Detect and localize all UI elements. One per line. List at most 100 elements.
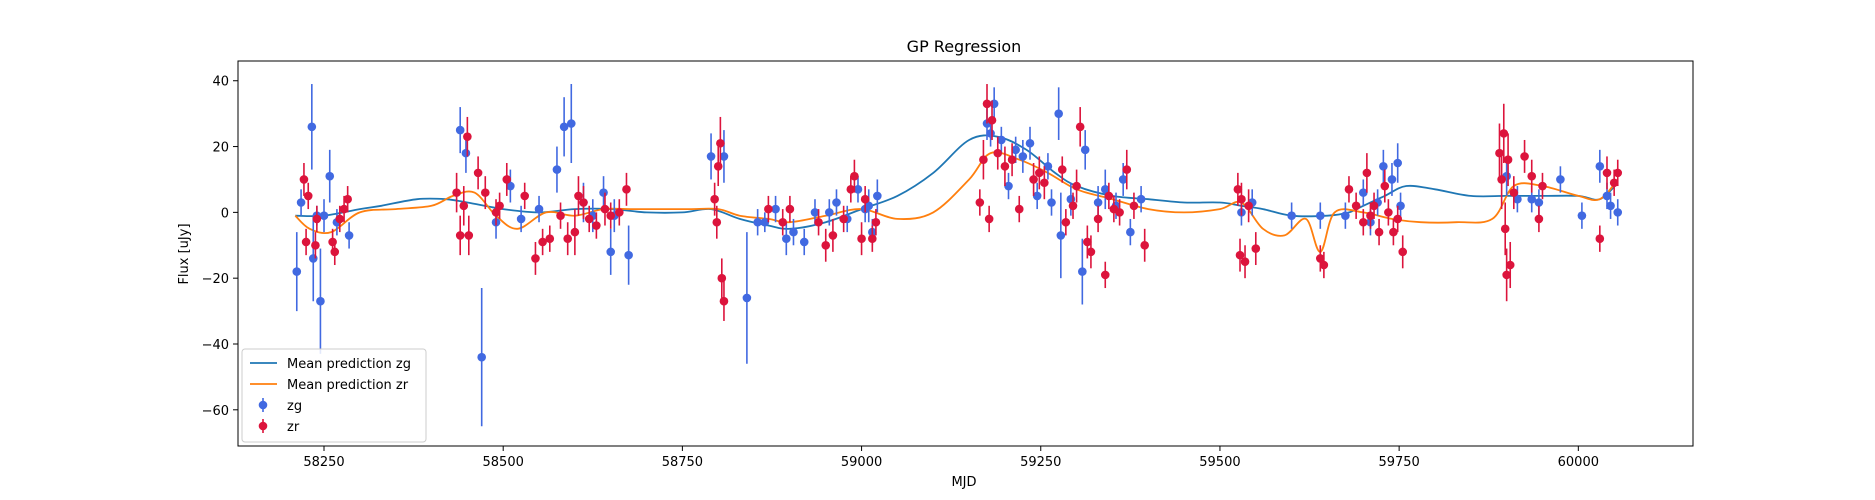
data-point-zr xyxy=(1240,257,1250,267)
data-point-zr xyxy=(622,185,631,194)
y-axis-ticks: −60 −40 −20 0 20 40 xyxy=(202,75,238,419)
data-point-zg xyxy=(1595,161,1605,171)
data-point-zr xyxy=(556,211,565,220)
data-point-zr xyxy=(1389,227,1398,237)
data-point-zr xyxy=(814,217,823,227)
data-point-zr xyxy=(1235,250,1245,260)
data-point-zg xyxy=(1358,188,1368,197)
data-point-zr xyxy=(1061,217,1071,227)
data-point-zr xyxy=(1527,171,1537,181)
data-point-zr xyxy=(452,188,461,197)
data-point-zr xyxy=(712,217,722,227)
data-points xyxy=(292,84,1623,427)
data-point-zg xyxy=(825,208,834,217)
data-point-zr xyxy=(1358,217,1368,227)
data-point-zr xyxy=(545,234,555,243)
y-tick-label: −40 xyxy=(202,338,229,353)
data-point-zr xyxy=(1086,247,1096,257)
data-point-zr xyxy=(839,214,848,224)
data-point-zg xyxy=(1126,227,1135,237)
data-point-zr xyxy=(311,240,320,250)
data-point-zr xyxy=(719,296,729,306)
data-point-zr xyxy=(301,237,311,247)
data-point-zg xyxy=(1018,152,1028,161)
data-point-zg xyxy=(534,204,544,214)
data-point-zr xyxy=(312,214,322,224)
data-point-zr xyxy=(459,201,469,211)
data-point-zg xyxy=(552,165,562,174)
data-point-zr xyxy=(716,138,725,148)
data-point-zr xyxy=(1122,165,1132,174)
data-point-zg xyxy=(1393,158,1402,168)
data-point-zr xyxy=(600,204,610,214)
data-point-zr xyxy=(1509,188,1519,197)
data-point-zr xyxy=(520,191,529,201)
x-tick-label: 59750 xyxy=(1378,455,1419,470)
data-point-zr xyxy=(328,237,337,247)
data-point-zr xyxy=(984,214,994,224)
data-point-zr xyxy=(1505,260,1515,270)
x-tick-label: 59500 xyxy=(1199,455,1240,470)
data-point-zr xyxy=(1538,181,1547,191)
data-point-zr xyxy=(615,208,624,217)
data-point-zr xyxy=(1244,201,1253,211)
data-point-zr xyxy=(1129,201,1139,211)
legend-entry-label: Mean prediction zr xyxy=(287,378,409,393)
data-point-zg xyxy=(292,267,302,276)
data-point-zg xyxy=(1577,211,1587,220)
data-point-zr xyxy=(868,234,877,243)
data-point-zg xyxy=(461,148,471,158)
data-point-zg xyxy=(1047,198,1056,207)
data-point-zg xyxy=(1056,231,1066,240)
data-point-zr xyxy=(1374,227,1384,237)
data-point-zr xyxy=(1237,194,1246,204)
data-point-zr xyxy=(606,211,616,220)
data-point-zr xyxy=(495,201,504,211)
data-point-zr xyxy=(1083,237,1092,247)
data-point-zr xyxy=(785,204,795,214)
data-point-zg xyxy=(506,181,515,191)
data-point-zr xyxy=(464,231,474,240)
data-point-zr xyxy=(592,221,601,230)
data-point-zr xyxy=(584,214,594,224)
data-point-zr xyxy=(1351,201,1361,211)
data-point-zg xyxy=(1032,191,1042,201)
data-point-zr xyxy=(1000,161,1010,171)
data-point-zr xyxy=(1072,181,1081,191)
data-point-zr xyxy=(343,194,352,204)
data-point-zg xyxy=(316,296,325,306)
data-point-zg xyxy=(1043,161,1053,171)
y-tick-label: −20 xyxy=(202,272,229,287)
data-point-zr xyxy=(871,217,881,227)
data-point-zr xyxy=(1534,214,1544,224)
data-point-zg xyxy=(986,129,995,138)
data-point-zg xyxy=(566,119,576,128)
data-point-zr xyxy=(710,194,719,204)
series-zr xyxy=(299,84,1623,321)
data-point-zr xyxy=(1319,260,1329,270)
data-point-zr xyxy=(579,198,588,207)
data-point-zr xyxy=(570,227,580,237)
data-point-zr xyxy=(821,240,831,250)
data-point-zg xyxy=(1287,211,1296,220)
data-point-zg xyxy=(789,227,798,237)
data-point-zg xyxy=(455,125,465,135)
data-point-zr xyxy=(1362,168,1372,178)
data-point-zr xyxy=(473,168,483,178)
data-point-zr xyxy=(846,185,856,194)
y-axis-label: Flux [uJy] xyxy=(177,223,192,284)
plot-frame xyxy=(237,60,1694,447)
data-point-zr xyxy=(1057,165,1067,174)
data-point-zr xyxy=(531,254,540,263)
data-point-zr xyxy=(828,231,838,240)
data-point-zg xyxy=(606,247,616,257)
data-point-zr xyxy=(1007,155,1017,165)
data-point-zg xyxy=(719,152,729,161)
y-tick-label: 40 xyxy=(212,75,229,90)
data-point-zr xyxy=(1035,168,1044,178)
data-point-zg xyxy=(1315,211,1325,220)
data-point-zg xyxy=(997,135,1006,145)
data-point-zr xyxy=(339,204,349,214)
data-point-zr xyxy=(1398,247,1408,257)
data-point-zg xyxy=(599,188,608,197)
